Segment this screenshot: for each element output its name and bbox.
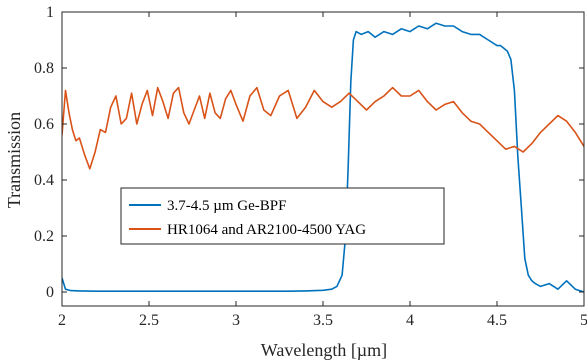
legend-label-1: 3.7-4.5 µm Ge-BPF: [167, 198, 286, 214]
y-tick-label: 0.2: [34, 228, 54, 245]
legend-label-2: HR1064 and AR2100-4500 YAG: [167, 222, 366, 238]
x-tick-label: 4.5: [487, 312, 507, 329]
plot-layer: [62, 12, 584, 306]
y-tick-label: 0: [46, 284, 54, 301]
y-tick-label: 0.4: [34, 172, 54, 189]
series-line-2: [62, 86, 584, 170]
plot-area: [62, 12, 584, 306]
y-axis-label: Transmission: [4, 112, 24, 208]
x-tick-label: 3: [232, 312, 240, 329]
legend: 3.7-4.5 µm Ge-BPF HR1064 and AR2100-4500 …: [120, 187, 445, 245]
y-tick-label: 0.8: [34, 60, 54, 77]
x-tick-label: 3.5: [313, 312, 333, 329]
y-tick-label: 1: [46, 4, 54, 21]
x-tick-label: 2: [58, 312, 66, 329]
x-tick-label: 4: [406, 312, 414, 329]
y-tick-label: 0.6: [34, 116, 54, 133]
x-tick-label: 5: [580, 312, 587, 329]
series-line-1: [62, 22, 584, 293]
x-axis-label: Wavelength [µm]: [261, 340, 387, 360]
x-tick-label: 2.5: [139, 312, 159, 329]
legend-box: [120, 187, 445, 245]
axes-layer: 2 2.5 3 3.5 4 4.5 5 0 0.2 0.4 0.6 0.8 1: [34, 4, 587, 329]
